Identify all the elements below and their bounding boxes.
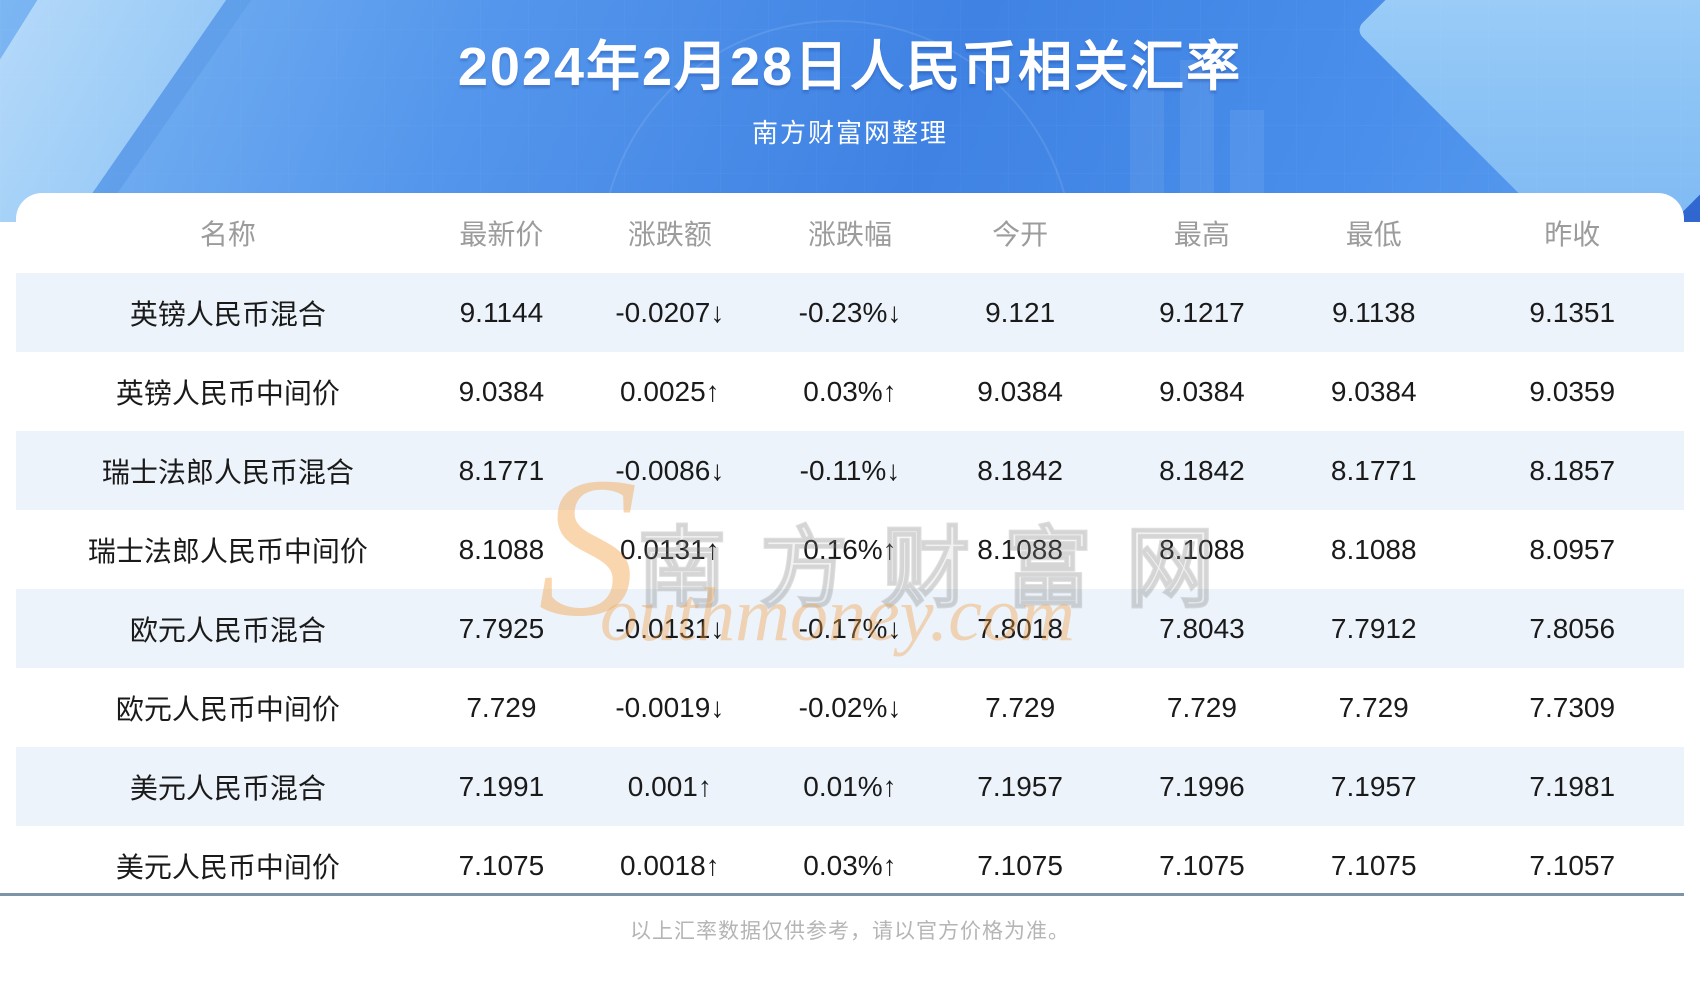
cell-prev: 7.1981	[1529, 770, 1616, 802]
cell-open: 7.1957	[977, 770, 1063, 802]
cell-open: 8.1088	[977, 533, 1063, 565]
cell-change: -0.0207↓	[615, 296, 725, 328]
cell-change: 0.001↑	[627, 770, 712, 802]
cell-prev: 7.1057	[1529, 849, 1616, 881]
cell-low: 7.1075	[1330, 849, 1417, 881]
table-row: 美元人民币中间价 7.1075 0.0018↑ 0.03%↑ 7.1075 7.1075 7…	[16, 826, 1684, 905]
cell-name: 瑞士法郎人民币中间价	[87, 535, 368, 567]
page-title: 2024年2月28日人民币相关汇率	[457, 37, 1243, 97]
cell-open: 8.1842	[977, 454, 1063, 486]
rates-table-card: 名称 最新价 涨跌额 涨跌幅 今开 最高 最低 昨收 英镑人民币混合 9.1144 -0.0207…	[16, 193, 1684, 905]
rates-table: 名称 最新价 涨跌额 涨跌幅 今开 最高 最低 昨收 英镑人民币混合 9.1144 -0.0207…	[16, 193, 1684, 905]
cell-pct: -0.17%↓	[798, 612, 902, 644]
table-row: 英镑人民币混合 9.1144 -0.0207↓ -0.23%↓ 9.121 9.1217 9…	[16, 273, 1684, 352]
cell-latest: 7.1075	[458, 849, 545, 881]
cell-name: 英镑人民币中间价	[115, 377, 340, 409]
table-row: 瑞士法郎人民币混合 8.1771 -0.0086↓ -0.11%↓ 8.1842 8.18…	[16, 431, 1684, 510]
cell-high: 7.729	[1166, 691, 1237, 723]
cell-latest: 9.1144	[459, 296, 544, 328]
page-subtitle: 南方财富网整理	[751, 118, 948, 148]
cell-prev: 8.1857	[1529, 454, 1616, 486]
footer-divider	[0, 893, 1684, 896]
cell-latest: 7.7925	[458, 612, 545, 644]
cell-name: 美元人民币混合	[129, 772, 326, 804]
cell-change: -0.0131↓	[615, 612, 725, 644]
cell-prev: 9.1351	[1529, 296, 1616, 328]
table-row: 英镑人民币中间价 9.0384 0.0025↑ 0.03%↑ 9.0384 9.0384 9…	[16, 352, 1684, 431]
cell-pct: 0.01%↑	[803, 770, 897, 802]
cell-latest: 7.1991	[458, 770, 545, 802]
column-header-0: 名称	[199, 219, 256, 250]
cell-pct: 0.03%↑	[803, 375, 897, 407]
cell-high: 7.8043	[1159, 612, 1245, 644]
table-row: 欧元人民币中间价 7.729 -0.0019↓ -0.02%↓ 7.729 7.729 7.…	[16, 668, 1684, 747]
cell-pct: -0.23%↓	[798, 296, 902, 328]
cell-latest: 9.0384	[458, 375, 545, 407]
banner: 2024年2月28日人民币相关汇率 南方财富网整理	[0, 0, 1700, 222]
cell-pct: 0.16%↑	[803, 533, 897, 565]
cell-low: 9.1138	[1331, 296, 1416, 328]
column-header-4: 今开	[992, 219, 1049, 250]
cell-name: 欧元人民币中间价	[115, 693, 340, 725]
column-header-5: 最高	[1173, 219, 1230, 250]
cell-high: 9.1217	[1159, 296, 1245, 328]
column-header-2: 涨跌额	[627, 219, 712, 250]
cell-change: 0.0018↑	[620, 849, 720, 881]
cell-low: 8.1088	[1330, 533, 1417, 565]
cell-low: 7.729	[1338, 691, 1409, 723]
cell-open: 7.1075	[977, 849, 1063, 881]
cell-high: 7.1996	[1159, 770, 1245, 802]
column-header-1: 最新价	[459, 219, 544, 250]
cell-open: 9.121	[985, 296, 1056, 328]
cell-pct: -0.11%↓	[799, 454, 901, 486]
cell-change: -0.0086↓	[615, 454, 725, 486]
cell-open: 7.729	[985, 691, 1056, 723]
table-row: 美元人民币混合 7.1991 0.001↑ 0.01%↑ 7.1957 7.1996 7.1…	[16, 747, 1684, 826]
cell-low: 8.1771	[1330, 454, 1417, 486]
cell-latest: 8.1771	[458, 454, 545, 486]
cell-prev: 8.0957	[1529, 533, 1616, 565]
column-header-7: 昨收	[1544, 219, 1601, 250]
cell-prev: 7.7309	[1529, 691, 1616, 723]
footer-note: 以上汇率数据仅供参考，请以官方价格为准。	[630, 920, 1070, 943]
cell-change: 0.0131↑	[620, 533, 720, 565]
cell-name: 瑞士法郎人民币混合	[101, 456, 354, 488]
table-body: 英镑人民币混合 9.1144 -0.0207↓ -0.23%↓ 9.121 9.1217 9…	[16, 273, 1684, 905]
cell-high: 8.1088	[1159, 533, 1245, 565]
cell-high: 8.1842	[1159, 454, 1245, 486]
cell-open: 9.0384	[977, 375, 1063, 407]
cell-high: 9.0384	[1159, 375, 1245, 407]
cell-high: 7.1075	[1159, 849, 1245, 881]
cell-low: 7.1957	[1330, 770, 1417, 802]
cell-latest: 8.1088	[458, 533, 545, 565]
cell-pct: -0.02%↓	[798, 691, 902, 723]
cell-latest: 7.729	[466, 691, 537, 723]
cell-open: 7.8018	[977, 612, 1063, 644]
cell-low: 7.7912	[1330, 612, 1417, 644]
cell-prev: 9.0359	[1529, 375, 1616, 407]
cell-name: 美元人民币中间价	[115, 851, 340, 883]
cell-change: -0.0019↓	[615, 691, 725, 723]
cell-name: 英镑人民币混合	[129, 298, 326, 330]
table-row: 瑞士法郎人民币中间价 8.1088 0.0131↑ 0.16%↑ 8.1088 8.108…	[16, 510, 1684, 589]
column-header-6: 最低	[1345, 219, 1402, 250]
cell-prev: 7.8056	[1529, 612, 1616, 644]
column-header-3: 涨跌幅	[807, 219, 892, 250]
table-header-row: 名称 最新价 涨跌额 涨跌幅 今开 最高 最低 昨收	[16, 193, 1684, 273]
cell-low: 9.0384	[1330, 375, 1417, 407]
cell-name: 欧元人民币混合	[129, 614, 326, 646]
cell-change: 0.0025↑	[620, 375, 720, 407]
cell-pct: 0.03%↑	[803, 849, 897, 881]
table-row: 欧元人民币混合 7.7925 -0.0131↓ -0.17%↓ 7.8018 7.8043…	[16, 589, 1684, 668]
